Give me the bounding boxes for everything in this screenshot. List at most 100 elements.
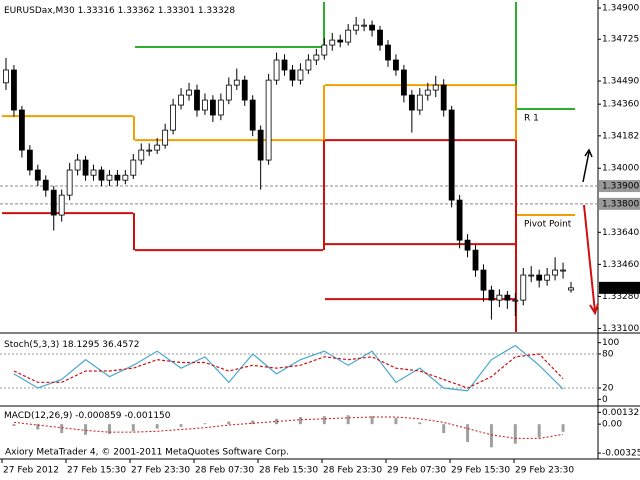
candle-body <box>345 29 352 43</box>
candle-body <box>448 109 455 201</box>
symbol: EURUSDax,M30 <box>4 6 75 16</box>
candle-body <box>11 69 17 111</box>
macd-bar <box>418 422 422 425</box>
x-tick-label: 27 Feb 23:30 <box>131 466 190 476</box>
candle-body <box>281 59 288 71</box>
indicator-value: 36.4572 <box>102 340 139 350</box>
macd-bar <box>275 418 279 425</box>
candle-body <box>544 274 551 281</box>
macd-bar <box>322 416 326 425</box>
ohlc-close: 1.33328 <box>198 6 235 16</box>
y-tick-label: 0 <box>602 395 608 405</box>
candle-body <box>337 39 344 43</box>
macd-bar <box>203 423 207 425</box>
y-tick-label: 100 <box>602 338 619 348</box>
candle-body <box>186 89 192 96</box>
pivot-label: R 1 <box>524 113 539 123</box>
macd-bar <box>155 424 159 429</box>
y-tick-label: 20 <box>602 384 614 394</box>
stoch-header: Stoch(5,3,3) 18.1295 36.4572 <box>4 340 140 350</box>
ohlc-high: 1.33362 <box>118 6 155 16</box>
candle-body <box>178 94 184 106</box>
y-tick-label: 1.34182 <box>602 131 639 141</box>
candle-body <box>488 289 495 301</box>
macd-bar <box>12 424 16 426</box>
macd-bar <box>298 417 302 425</box>
level-label: 1.33900 <box>602 182 639 192</box>
indicator-name: Stoch(5,3,3) <box>4 340 59 350</box>
y-tick-label: 1.33280 <box>602 292 639 302</box>
current-price-box <box>599 281 640 294</box>
candle-body <box>106 174 113 181</box>
current-price-label: 1.33328 <box>602 283 639 293</box>
x-tick-label: 28 Feb 15:30 <box>259 466 318 476</box>
candle-body <box>202 99 208 111</box>
indicator-value: -0.000859 <box>75 411 121 421</box>
y-tick-label: 0.00 <box>602 420 622 430</box>
ohlc-open: 1.33316 <box>78 6 115 16</box>
price-plot <box>0 2 598 332</box>
candle-body <box>321 44 328 56</box>
y-tick-label: 1.33100 <box>602 324 639 334</box>
signal-arrows <box>582 148 599 316</box>
y-tick-label: 1.33640 <box>602 228 639 238</box>
candle-body <box>400 69 407 96</box>
x-tick-label: 28 Feb 23:30 <box>323 466 382 476</box>
candle-body <box>377 29 383 46</box>
candle-body <box>233 79 240 86</box>
candle-body <box>249 99 256 131</box>
y-tick-label: 1.34490 <box>602 77 639 87</box>
macd-bar <box>107 424 111 434</box>
candle-body <box>130 159 137 176</box>
candle-body <box>456 199 463 241</box>
candle-body <box>122 174 129 181</box>
candle-body <box>18 109 25 151</box>
candle-body <box>34 169 41 181</box>
chart-header: EURUSDax,M30 1.33316 1.33362 1.33301 1.3… <box>4 6 235 16</box>
candle-body <box>74 159 81 171</box>
candle-body <box>552 269 559 276</box>
candle-body <box>369 24 375 31</box>
x-tick-label: 29 Feb 07:30 <box>387 466 446 476</box>
x-tick-label: 27 Feb 15:30 <box>67 466 126 476</box>
macd-bar <box>466 424 470 442</box>
y-tick-label: 0.001325 <box>602 408 640 418</box>
candle-body <box>257 129 264 161</box>
level-label-box <box>599 180 640 193</box>
candle-body <box>536 274 543 281</box>
candle-body <box>520 274 527 301</box>
candle-body <box>464 239 471 251</box>
candle-body <box>313 54 320 61</box>
candle-body <box>146 149 153 152</box>
macd-signal <box>13 416 564 439</box>
indicator-line <box>13 353 564 389</box>
candle-body <box>528 274 535 277</box>
candle-body <box>504 294 511 301</box>
candle-body <box>273 59 280 81</box>
candle-body <box>440 84 447 111</box>
macd-bar <box>513 424 517 444</box>
candle-body <box>432 84 439 91</box>
x-tick-label: 29 Feb 23:30 <box>515 466 574 476</box>
macd-bar <box>370 416 374 425</box>
x-tick-label: 29 Feb 15:30 <box>451 466 510 476</box>
macd-bar <box>36 424 40 430</box>
candle-body <box>424 89 431 96</box>
macd-header: MACD(12,26,9) -0.000859 -0.001150 <box>4 411 171 421</box>
macd-bar <box>60 424 64 434</box>
macd-bar <box>227 421 231 425</box>
indicator-value: -0.001150 <box>124 411 170 421</box>
y-tick-label: 80 <box>602 350 614 360</box>
x-tick-label: 27 Feb 2012 <box>3 466 59 476</box>
ohlc-low: 1.33301 <box>158 6 195 16</box>
candle-body <box>361 24 368 27</box>
candle-body <box>162 129 169 146</box>
candle-body <box>353 24 360 31</box>
macd-bar <box>131 424 135 432</box>
macd-bar <box>346 415 350 425</box>
macd-bar <box>179 424 183 427</box>
candle-body <box>138 149 145 161</box>
